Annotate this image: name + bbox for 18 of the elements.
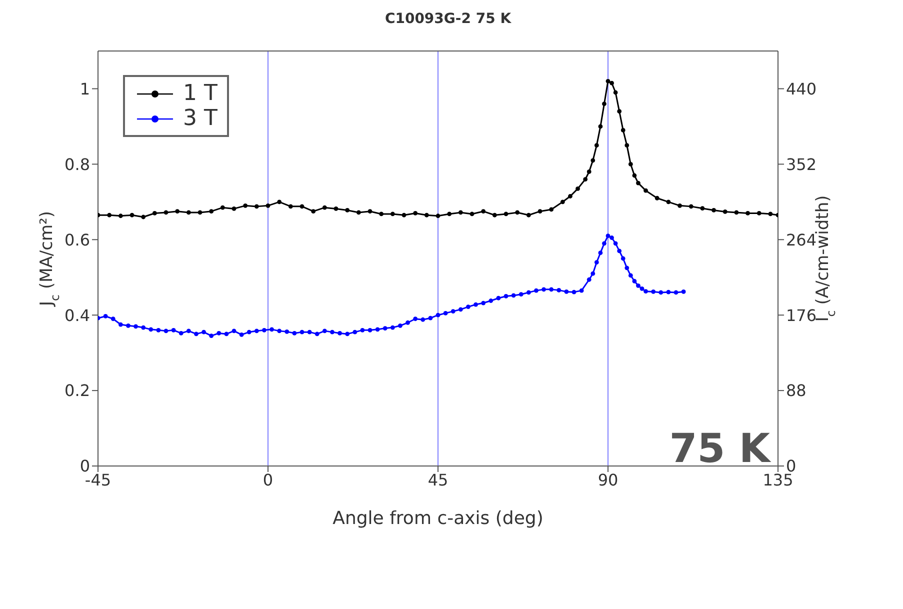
annotation: 75 K <box>669 426 770 472</box>
y-tick-label: 0 <box>80 456 90 476</box>
y-tick-label: 0.6 <box>64 230 90 250</box>
y2-tick-label: 352 <box>786 154 817 174</box>
y-tick-label: 1 <box>80 79 90 98</box>
y-tick-label: 0.4 <box>64 306 90 325</box>
x-tick-label: 90 <box>598 470 618 490</box>
legend-label: 1 T <box>183 81 218 106</box>
y-tick-label: 0.2 <box>64 381 90 400</box>
chart-title: C10093G-2 75 K <box>384 10 512 29</box>
x-axis-title: Angle from c-axis (deg) <box>332 508 544 529</box>
x-tick-label: 45 <box>428 470 448 490</box>
legend-label: 3 T <box>183 106 218 131</box>
y-tick-label: 0.8 <box>64 154 90 174</box>
y2-tick-label: 440 <box>786 79 817 98</box>
y2-tick-label: 88 <box>786 381 806 400</box>
x-tick-label: 0 <box>262 470 274 490</box>
y2-tick-label: 176 <box>786 306 817 325</box>
